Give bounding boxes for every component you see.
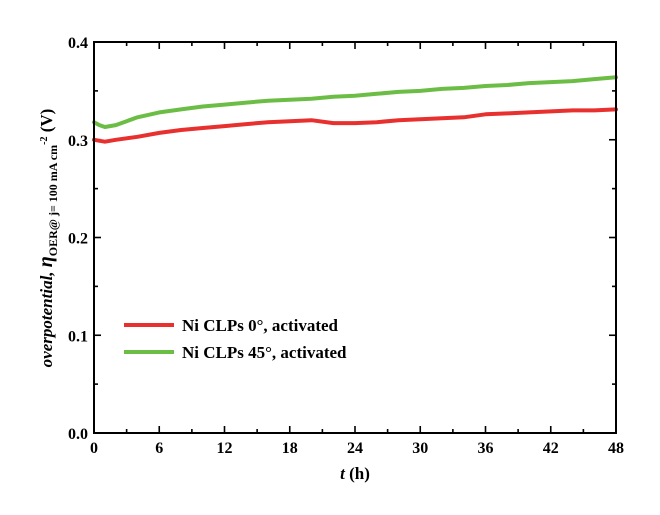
x-axis-title-var: t xyxy=(340,464,346,483)
y-tick-label-4: 0.4 xyxy=(68,35,88,52)
x-tick-label-8: 48 xyxy=(608,440,624,457)
series-line-0 xyxy=(92,107,618,144)
legend-label-0: Ni CLPs 0°, activated xyxy=(182,316,339,335)
y-axis-title-eta: η xyxy=(35,256,57,267)
y-axis-title-sub: OER@ j= 100 mA cm xyxy=(46,145,60,256)
y-tick-label-3: 0.3 xyxy=(68,133,88,150)
y-axis-title: overpotential, ηOER@ j= 100 mA cm-2 (V) xyxy=(35,109,60,368)
x-axis-title-unit: (h) xyxy=(345,464,370,483)
x-tick-label-3: 18 xyxy=(282,440,298,457)
y-tick-label-0: 0.0 xyxy=(68,426,88,443)
x-tick-label-5: 30 xyxy=(412,440,428,457)
x-tick-label-0: 0 xyxy=(90,440,98,457)
x-tick-label-6: 36 xyxy=(478,440,494,457)
ticks-layer: 0 6 12 18 24 30 36 42 48 0.0 0.1 0.2 0.3 0.4 xyxy=(68,35,624,457)
x-axis-title: t (h) xyxy=(340,464,370,483)
y-tick-label-2: 0.2 xyxy=(68,231,88,248)
y-axis-title-sup: -2 xyxy=(39,137,50,145)
plot-frame xyxy=(93,41,617,434)
series-line-1 xyxy=(92,75,618,129)
x-tick-label-4: 24 xyxy=(347,440,363,457)
y-axis-title-unit: (V) xyxy=(37,109,56,137)
x-tick-label-1: 6 xyxy=(155,440,163,457)
y-tick-label-1: 0.1 xyxy=(68,328,88,345)
x-tick-label-7: 42 xyxy=(543,440,559,457)
legend-label-1: Ni CLPs 45°, activated xyxy=(182,343,347,362)
y-axis-title-main: overpotential, xyxy=(37,267,56,367)
legend: Ni CLPs 0°, activated Ni CLPs 45°, activ… xyxy=(124,316,347,362)
x-tick-label-2: 12 xyxy=(217,440,233,457)
series-layer xyxy=(92,75,618,144)
